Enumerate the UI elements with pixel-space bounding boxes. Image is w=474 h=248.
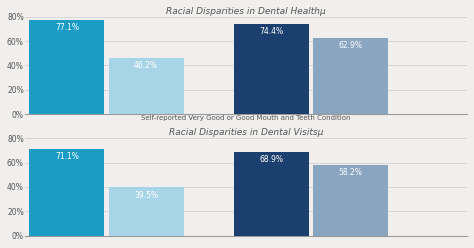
Bar [313, 37, 388, 114]
Bar [109, 58, 183, 114]
Text: 39.5%: 39.5% [134, 190, 158, 200]
Text: 46.2%: 46.2% [134, 61, 158, 70]
X-axis label: Self-reported Very Good or Good Mouth and Teeth Condition: Self-reported Very Good or Good Mouth an… [141, 116, 351, 122]
Bar [234, 24, 309, 114]
Bar [234, 152, 309, 236]
Bar [29, 149, 104, 236]
Bar [313, 165, 388, 236]
Text: 74.4%: 74.4% [259, 27, 283, 35]
Bar [109, 187, 183, 236]
Bar [29, 20, 104, 114]
Title: Racial Disparities in Dental Healthµ: Racial Disparities in Dental Healthµ [166, 7, 326, 16]
Text: 68.9%: 68.9% [259, 155, 283, 164]
Text: 71.1%: 71.1% [55, 152, 79, 161]
Text: 77.1%: 77.1% [55, 23, 79, 32]
Text: 58.2%: 58.2% [338, 168, 362, 177]
Title: Racial Disparities in Dental Visitsµ: Racial Disparities in Dental Visitsµ [169, 128, 323, 137]
Text: 62.9%: 62.9% [338, 41, 362, 50]
